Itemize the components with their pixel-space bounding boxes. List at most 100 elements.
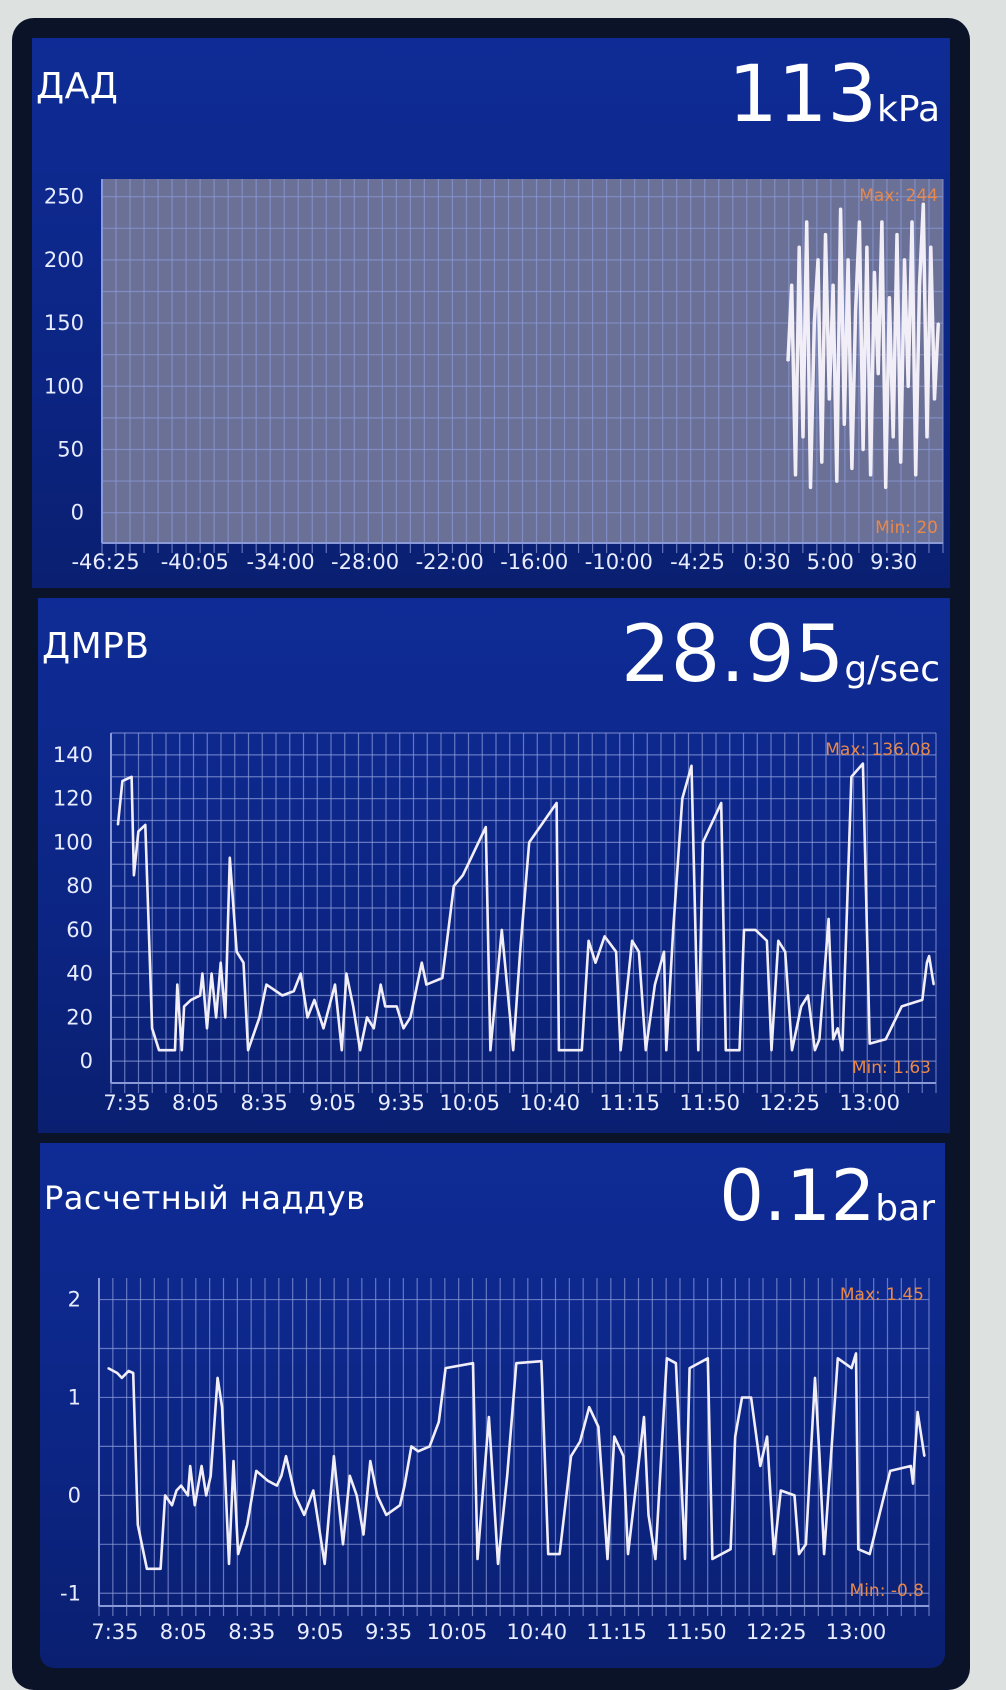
data-point: [798, 1553, 800, 1555]
data-point: [827, 918, 830, 920]
data-point: [922, 203, 925, 206]
data-point: [932, 983, 935, 986]
data-point: [489, 1049, 492, 1051]
data-point: [428, 1445, 431, 1448]
data-point: [359, 1049, 361, 1051]
data-point: [144, 824, 147, 826]
data-point: [228, 1563, 230, 1565]
data-point: [235, 950, 238, 953]
data-point: [824, 233, 827, 236]
data-point: [395, 1005, 398, 1008]
current-value: 28.95g/sec: [621, 616, 940, 694]
data-point: [437, 1421, 440, 1423]
panel-title: ДМРВ: [42, 626, 150, 667]
data-point: [441, 977, 444, 979]
y-tick-label: 1: [68, 1385, 81, 1409]
data-point: [734, 1435, 736, 1438]
data-point: [180, 1484, 182, 1487]
data-point: [187, 1494, 189, 1497]
data-point: [362, 1533, 365, 1536]
data-point: [603, 935, 606, 938]
data-point: [266, 1479, 269, 1482]
data-point: [929, 246, 932, 249]
data-point: [558, 1553, 561, 1555]
data-point: [306, 1016, 309, 1019]
data-point: [312, 1489, 315, 1492]
data-point: [570, 1455, 572, 1457]
data-point: [681, 797, 684, 800]
data-point: [421, 961, 423, 964]
value-unit: kPa: [877, 89, 940, 130]
data-point: [385, 1514, 388, 1516]
x-tick-label: 12:25: [759, 1091, 820, 1115]
data-point: [237, 1553, 239, 1555]
data-point: [355, 1494, 358, 1497]
panel-map-sensor: ДАД 113kPa 0 50 100 150 200 250 -46:25 -40:05 -3…: [32, 38, 950, 588]
y-tick-label: 40: [66, 962, 93, 986]
data-point: [500, 929, 503, 931]
data-point: [555, 802, 558, 804]
data-point: [877, 372, 879, 375]
y-tick-label: 200: [44, 248, 84, 272]
x-tick-label: -10:00: [585, 550, 653, 574]
data-point: [843, 423, 846, 425]
data-point: [488, 1416, 490, 1418]
data-point: [571, 1049, 574, 1051]
data-point: [823, 1553, 825, 1555]
min-label: Min: 1.63: [852, 1058, 931, 1078]
data-point: [818, 1455, 821, 1457]
data-point: [793, 1494, 796, 1497]
x-tick-label: -34:00: [246, 550, 314, 574]
min-label: Min: -0.8: [850, 1581, 924, 1601]
data-point: [896, 233, 898, 236]
data-point: [911, 221, 913, 223]
x-tick-label: 11:50: [666, 1620, 727, 1644]
data-point: [791, 1049, 793, 1051]
data-point: [933, 398, 936, 400]
data-point: [151, 1027, 153, 1030]
data-point: [926, 961, 928, 964]
data-point: [807, 994, 809, 997]
data-point: [729, 1548, 732, 1551]
data-point: [912, 1482, 914, 1485]
data-point: [341, 1049, 343, 1051]
panel-title: Расчетный наддув: [44, 1179, 366, 1217]
data-point: [836, 1357, 839, 1360]
data-point: [802, 436, 804, 438]
data-point: [117, 824, 119, 826]
data-point: [373, 1027, 375, 1030]
data-point: [379, 983, 382, 986]
data-point: [107, 1367, 109, 1369]
data-point: [547, 1553, 550, 1555]
data-point: [828, 398, 831, 400]
data-point: [855, 1352, 857, 1355]
data-point: [750, 1396, 752, 1399]
data-point: [171, 1504, 173, 1506]
x-tick-label: 0:30: [743, 550, 790, 574]
data-point: [519, 950, 521, 953]
data-point: [741, 1396, 743, 1399]
value-number: 113: [728, 50, 877, 140]
data-point: [189, 1465, 192, 1467]
data-point: [866, 246, 868, 249]
data-point: [814, 1377, 816, 1379]
data-point: [349, 1474, 351, 1477]
value-number: 28.95: [621, 610, 845, 700]
y-tick-label: 140: [53, 743, 93, 767]
data-point: [918, 284, 921, 286]
data-point: [841, 1049, 844, 1051]
data-point: [506, 1474, 508, 1477]
data-point: [654, 983, 656, 986]
data-point: [862, 448, 864, 451]
data-point: [384, 1005, 387, 1008]
data-point: [334, 983, 336, 986]
data-point: [369, 1460, 372, 1462]
data-point: [809, 486, 812, 489]
data-point: [137, 830, 140, 833]
y-tick-label: 100: [44, 374, 84, 398]
data-point: [914, 473, 917, 476]
data-point: [183, 1005, 185, 1008]
data-point: [452, 885, 455, 887]
y-tick-label: 250: [44, 185, 84, 209]
data-point: [594, 961, 597, 964]
